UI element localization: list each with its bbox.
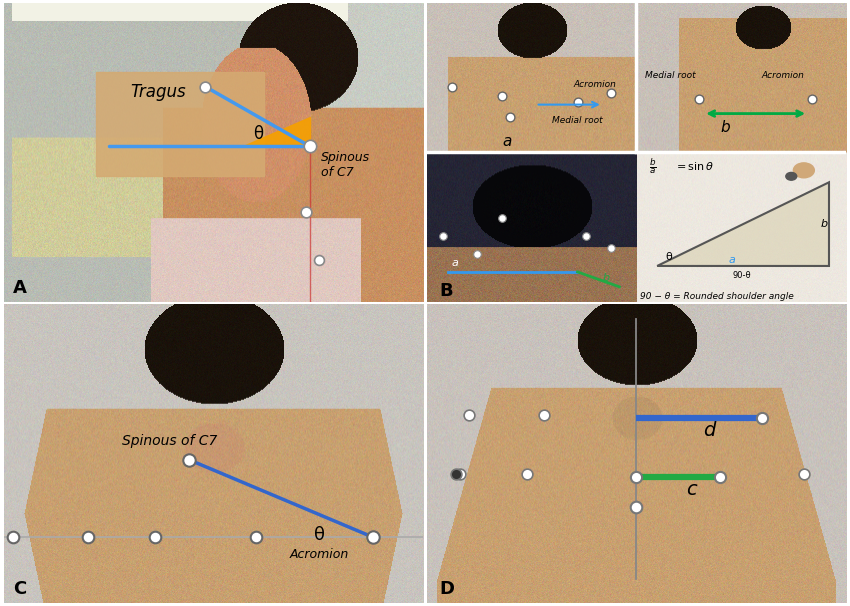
Text: d: d xyxy=(703,421,716,440)
Point xyxy=(570,97,584,107)
Text: $= \sin\theta$: $= \sin\theta$ xyxy=(674,161,714,172)
Text: a: a xyxy=(502,135,512,150)
Point xyxy=(520,470,534,479)
Point xyxy=(579,231,592,241)
Point xyxy=(797,470,811,479)
Text: C: C xyxy=(13,580,26,598)
Point xyxy=(249,533,263,542)
Point xyxy=(445,82,459,92)
Point xyxy=(755,413,768,422)
Text: θ: θ xyxy=(666,252,672,262)
Point xyxy=(148,533,162,542)
Point xyxy=(496,213,509,223)
Text: D: D xyxy=(439,580,454,598)
Text: b: b xyxy=(603,273,609,283)
Text: Acromion: Acromion xyxy=(574,79,616,88)
Text: b: b xyxy=(820,219,828,229)
Text: 90 − θ = Rounded shoulder angle: 90 − θ = Rounded shoulder angle xyxy=(640,292,794,301)
Text: Acromion: Acromion xyxy=(762,71,805,80)
Text: b: b xyxy=(720,119,729,135)
Text: $\frac{b}{a}$: $\frac{b}{a}$ xyxy=(649,156,656,176)
Polygon shape xyxy=(657,182,829,266)
Point xyxy=(449,470,462,479)
Point xyxy=(299,207,313,217)
Polygon shape xyxy=(243,116,310,147)
Text: Medial root: Medial root xyxy=(644,71,695,80)
Text: A: A xyxy=(13,279,26,297)
Point xyxy=(462,410,475,419)
Point xyxy=(604,243,618,253)
Point xyxy=(692,94,706,104)
Point xyxy=(537,410,551,419)
Point xyxy=(806,94,819,104)
Point xyxy=(312,255,326,265)
Text: Tragus: Tragus xyxy=(130,83,185,101)
Circle shape xyxy=(785,173,796,180)
Point xyxy=(366,533,380,542)
Point xyxy=(496,91,509,101)
Text: a: a xyxy=(452,258,459,268)
Text: a: a xyxy=(728,255,735,265)
Point xyxy=(629,502,643,512)
Point xyxy=(182,454,196,464)
Point xyxy=(453,470,467,479)
Point xyxy=(629,473,643,482)
Point xyxy=(713,473,727,482)
Circle shape xyxy=(793,163,814,178)
Text: 90-θ: 90-θ xyxy=(733,271,751,280)
Point xyxy=(303,142,317,152)
Point xyxy=(470,249,484,259)
Point xyxy=(437,231,451,241)
Text: Spinous
of C7: Spinous of C7 xyxy=(320,151,370,179)
Text: θ: θ xyxy=(253,125,264,143)
Point xyxy=(6,533,20,542)
Text: c: c xyxy=(687,481,697,499)
Point xyxy=(604,88,618,98)
Point xyxy=(199,82,212,92)
Bar xyxy=(96,72,264,176)
Point xyxy=(504,112,518,121)
Text: Acromion: Acromion xyxy=(289,548,348,561)
Point xyxy=(82,533,95,542)
Text: B: B xyxy=(439,282,453,300)
Text: Spinous of C7: Spinous of C7 xyxy=(122,434,217,448)
Text: θ: θ xyxy=(314,526,326,544)
Text: Medial root: Medial root xyxy=(552,116,603,125)
